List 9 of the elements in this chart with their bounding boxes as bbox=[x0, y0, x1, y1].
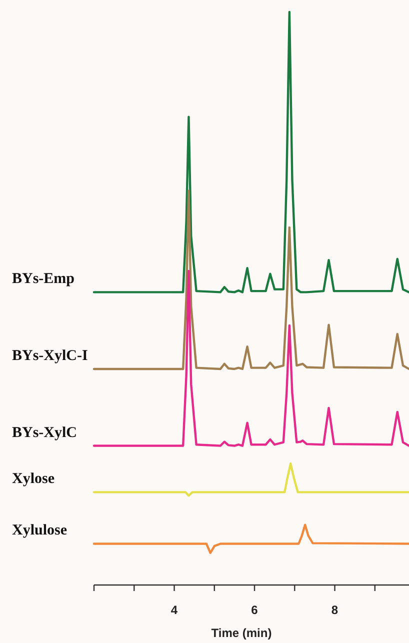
x-axis-title: Time (min) bbox=[211, 626, 272, 640]
series-label: Xylulose bbox=[12, 522, 68, 539]
text: Xylose bbox=[12, 471, 55, 488]
series-label: BYs-Emp bbox=[12, 271, 75, 288]
x-tick-label: 6 bbox=[251, 603, 258, 617]
x-tick-label: 4 bbox=[170, 603, 178, 617]
x-tick-label: 8 bbox=[331, 603, 338, 617]
series-label: BYs-XylC bbox=[12, 424, 78, 441]
series-label: BYs-XylC-I bbox=[12, 348, 88, 364]
